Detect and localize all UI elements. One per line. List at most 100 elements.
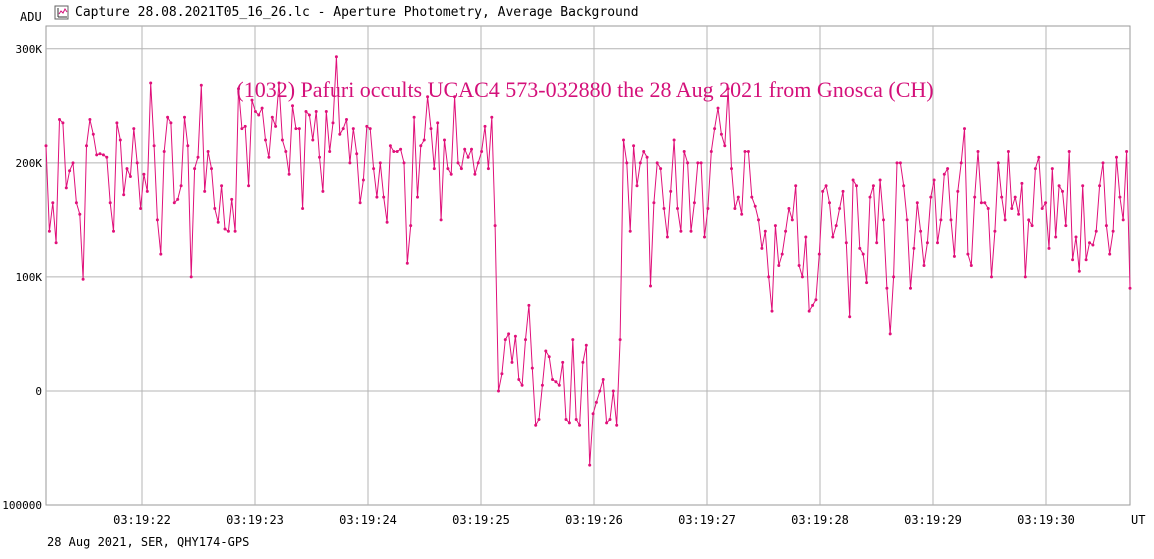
data-point xyxy=(990,275,993,279)
data-point xyxy=(797,264,801,267)
data-point xyxy=(54,241,58,245)
data-point xyxy=(628,229,632,233)
data-point xyxy=(790,218,794,222)
data-point xyxy=(61,121,65,125)
data-point xyxy=(871,184,875,188)
data-point xyxy=(105,155,109,159)
data-point xyxy=(875,241,879,245)
data-point xyxy=(949,218,953,222)
data-point xyxy=(216,220,220,224)
data-point xyxy=(905,218,909,222)
data-point xyxy=(966,252,970,256)
data-point xyxy=(882,218,885,222)
data-point xyxy=(753,204,757,208)
data-point xyxy=(662,207,666,210)
data-point xyxy=(669,189,673,193)
data-point xyxy=(1111,229,1115,233)
data-point xyxy=(395,150,399,153)
data-point xyxy=(91,132,95,136)
data-point xyxy=(828,201,831,205)
data-point xyxy=(132,127,136,131)
data-point xyxy=(125,167,129,171)
data-point xyxy=(405,261,409,265)
data-point xyxy=(730,167,733,171)
data-point xyxy=(139,207,143,210)
data-point xyxy=(851,178,855,182)
y-tick-label: 200K xyxy=(16,157,43,170)
data-point xyxy=(291,104,294,108)
data-point xyxy=(1054,235,1058,239)
x-axis-unit-label: UT xyxy=(1131,513,1145,527)
data-point xyxy=(473,172,477,176)
data-point xyxy=(1094,229,1098,233)
data-point xyxy=(78,212,82,216)
data-point xyxy=(1013,195,1017,199)
data-point xyxy=(439,218,443,222)
data-point xyxy=(470,147,473,151)
data-point xyxy=(773,224,777,228)
data-point xyxy=(297,127,301,131)
data-point xyxy=(740,212,744,216)
data-point xyxy=(824,184,828,188)
data-point xyxy=(763,229,767,233)
data-point xyxy=(378,161,382,165)
data-point xyxy=(375,195,379,199)
data-point xyxy=(223,227,227,231)
data-point xyxy=(274,124,278,128)
data-point xyxy=(388,144,392,148)
data-point xyxy=(409,224,413,228)
data-point xyxy=(449,172,453,176)
data-point xyxy=(834,224,838,228)
data-point xyxy=(848,315,852,319)
data-point xyxy=(733,207,737,210)
data-point xyxy=(213,207,217,210)
data-point xyxy=(524,338,527,342)
data-point xyxy=(51,201,55,205)
data-point xyxy=(385,220,389,224)
data-point xyxy=(122,193,126,197)
data-point xyxy=(929,195,933,199)
y-tick-label: 100K xyxy=(16,271,43,284)
data-point xyxy=(561,360,565,364)
data-point xyxy=(476,161,480,165)
data-point xyxy=(598,389,602,393)
data-point xyxy=(956,189,960,193)
data-point xyxy=(757,218,760,222)
data-point xyxy=(267,155,271,159)
x-tick-label: 03:19:25 xyxy=(452,513,510,527)
data-point xyxy=(571,338,575,342)
data-point xyxy=(115,121,119,125)
data-point xyxy=(912,246,916,250)
y-tick-label: 300K xyxy=(16,43,43,56)
data-point xyxy=(919,229,923,233)
data-point xyxy=(993,229,997,233)
data-point xyxy=(1030,224,1034,228)
data-point xyxy=(152,144,156,148)
data-point xyxy=(1037,155,1041,159)
data-point xyxy=(172,201,176,205)
data-point xyxy=(584,343,588,347)
data-point xyxy=(68,169,72,173)
data-point xyxy=(936,241,939,245)
data-point xyxy=(557,383,561,387)
x-tick-label: 03:19:22 xyxy=(113,513,171,527)
data-point xyxy=(942,172,946,176)
data-point xyxy=(800,275,804,279)
data-point xyxy=(318,155,321,159)
data-point xyxy=(885,286,889,290)
data-point xyxy=(264,138,267,142)
data-point xyxy=(1091,243,1095,247)
data-point xyxy=(480,150,484,153)
data-point xyxy=(196,155,200,159)
data-point xyxy=(655,161,659,165)
data-point xyxy=(321,189,325,193)
data-point xyxy=(554,380,558,384)
data-point xyxy=(328,150,332,153)
data-point xyxy=(932,178,936,182)
data-point xyxy=(645,155,649,159)
data-point xyxy=(1040,207,1044,210)
series-lightcurve xyxy=(44,55,1132,467)
data-point xyxy=(540,383,544,387)
data-point xyxy=(436,121,440,125)
data-point xyxy=(959,161,963,165)
